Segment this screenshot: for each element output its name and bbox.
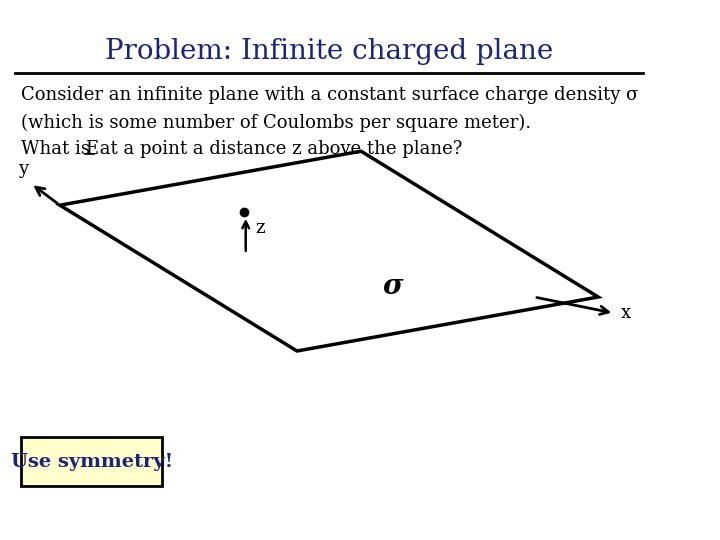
Text: y: y xyxy=(18,160,28,178)
Text: x: x xyxy=(621,304,631,322)
FancyBboxPatch shape xyxy=(22,437,163,486)
Text: σ: σ xyxy=(383,273,403,300)
Text: z: z xyxy=(256,219,265,237)
Text: Use symmetry!: Use symmetry! xyxy=(11,453,173,471)
Text: Consider an infinite plane with a constant surface charge density σ: Consider an infinite plane with a consta… xyxy=(22,86,639,104)
Text: (which is some number of Coulombs per square meter).: (which is some number of Coulombs per sq… xyxy=(22,113,531,132)
Text: E: E xyxy=(85,140,99,158)
Text: at a point a distance z above the plane?: at a point a distance z above the plane? xyxy=(94,140,463,158)
Text: What is: What is xyxy=(22,140,96,158)
Text: Problem: Infinite charged plane: Problem: Infinite charged plane xyxy=(105,38,553,65)
Polygon shape xyxy=(60,151,598,351)
